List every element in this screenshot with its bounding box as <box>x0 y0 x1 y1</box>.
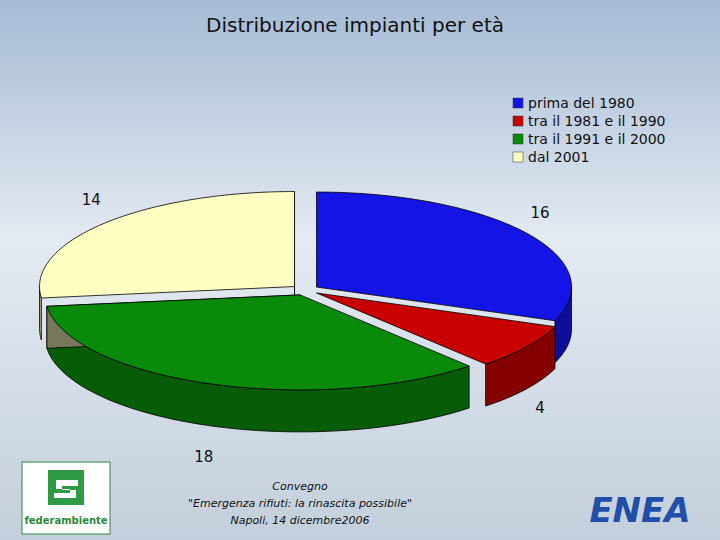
background <box>0 0 720 540</box>
data-label: 18 <box>194 448 213 466</box>
legend-swatch <box>513 152 523 162</box>
legend-swatch <box>513 98 523 108</box>
logo-shape <box>48 470 84 505</box>
logo-box <box>22 462 110 534</box>
footer-text: Convegno <box>272 480 328 493</box>
legend-label: dal 2001 <box>528 149 589 165</box>
pie <box>40 192 572 432</box>
data-label: 14 <box>82 191 101 209</box>
legend-swatch <box>513 134 523 144</box>
slice <box>47 295 469 390</box>
legend: prima del 1980 tra il 1981 e il 1990 tra i… <box>513 95 666 165</box>
legend-label: tra il 1991 e il 2000 <box>528 131 666 147</box>
footer-text: Napoli, 14 dicembre2006 <box>230 514 369 527</box>
footer-text: "Emergenza rifiuti: la rinascita possibi… <box>188 497 412 510</box>
legend-swatch <box>513 116 523 126</box>
logo-text: federambiente <box>24 515 107 526</box>
legend-label: tra il 1981 e il 1990 <box>528 113 666 129</box>
data-label: 4 <box>535 399 545 417</box>
logo-text: ENEA <box>589 490 690 530</box>
legend-label: prima del 1980 <box>528 95 635 111</box>
logo-shape <box>54 480 78 498</box>
chart: Distribuzione impianti per età 16 4 18 14 pri… <box>0 0 720 540</box>
slice <box>40 192 295 298</box>
data-label: 16 <box>530 204 549 222</box>
title: Distribuzione impianti per età <box>206 13 504 37</box>
